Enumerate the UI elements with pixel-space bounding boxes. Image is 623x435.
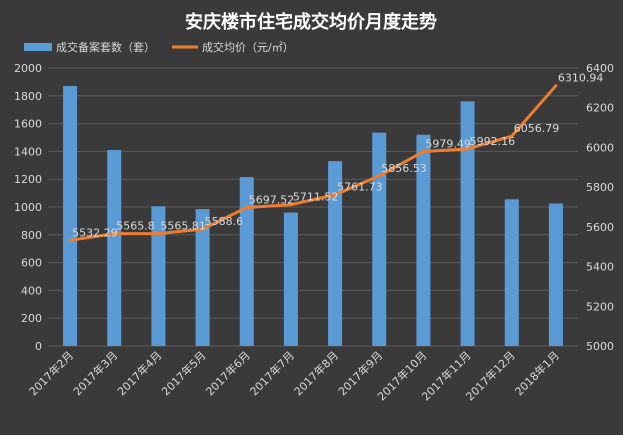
grid-lines — [48, 67, 578, 347]
bar — [195, 209, 210, 346]
legend-bar-swatch — [24, 43, 52, 51]
line-data-label: 5761.73 — [337, 181, 383, 194]
left-tick-label: 1800 — [14, 90, 42, 103]
line-data-label: 5979.49 — [425, 138, 471, 151]
right-tick-label: 6000 — [586, 141, 614, 154]
x-tick-label: 2017年3月 — [70, 348, 120, 398]
x-tick-label: 2017年4月 — [114, 348, 164, 398]
line-point — [510, 134, 514, 138]
right-tick-label: 6400 — [586, 62, 614, 75]
x-tick-label: 2017年6月 — [203, 348, 253, 398]
bar — [372, 132, 387, 346]
line-data-label: 5856.53 — [381, 162, 427, 175]
line-point — [245, 205, 249, 209]
line-point — [156, 232, 160, 236]
right-axis: 5000 5200 5400 5600 5800 6000 6200 6400 — [586, 62, 614, 353]
line-data-label: 5565.81 — [160, 220, 206, 233]
line-series — [68, 84, 558, 242]
price-line — [69, 84, 558, 242]
x-tick-label: 2017年5月 — [159, 348, 209, 398]
line-point — [112, 232, 116, 236]
line-point — [333, 193, 337, 197]
legend: 成交备案套数（套） 成交均价（元/㎡） — [24, 40, 294, 54]
right-tick-label: 5400 — [586, 261, 614, 274]
bar-series — [63, 86, 563, 346]
left-tick-label: 400 — [21, 284, 42, 297]
line-data-label: 5697.52 — [249, 193, 295, 206]
right-tick-label: 5600 — [586, 221, 614, 234]
bar — [239, 177, 254, 346]
bar — [416, 134, 431, 346]
x-tick-label: 2017年8月 — [291, 348, 341, 398]
x-tick-label: 2017年7月 — [247, 348, 297, 398]
line-data-label: 5711.52 — [293, 191, 339, 204]
line-point — [68, 238, 72, 242]
left-tick-label: 1000 — [14, 201, 42, 214]
right-tick-label: 6200 — [586, 102, 614, 115]
bar — [283, 212, 298, 346]
bar — [328, 161, 343, 346]
legend-bar-label: 成交备案套数（套） — [56, 40, 155, 54]
left-tick-label: 1600 — [14, 118, 42, 131]
line-point — [421, 150, 425, 154]
bar — [504, 199, 519, 346]
chart-title: 安庆楼市住宅成交均价月度走势 — [185, 11, 437, 33]
left-axis: 0 200 400 600 800 1000 1200 1400 1600 1800 2000 — [14, 62, 42, 353]
x-tick-label: 2018年1月 — [512, 348, 562, 398]
left-tick-label: 2000 — [14, 62, 42, 75]
line-data-label: 6310.94 — [558, 72, 604, 85]
bar — [460, 101, 475, 346]
right-tick-label: 5200 — [586, 300, 614, 313]
line-point — [377, 174, 381, 178]
x-tick-label: 2017年2月 — [26, 348, 76, 398]
x-axis: 2017年2月2017年3月2017年4月2017年5月2017年6月2017年… — [26, 348, 562, 403]
line-point — [466, 147, 470, 151]
right-tick-label: 5800 — [586, 181, 614, 194]
left-tick-label: 0 — [35, 340, 42, 353]
bar — [107, 150, 122, 346]
left-tick-label: 1200 — [14, 173, 42, 186]
right-tick-label: 5000 — [586, 340, 614, 353]
bar — [151, 206, 166, 346]
line-data-label: 5532.29 — [72, 226, 118, 239]
bar — [548, 203, 563, 346]
left-tick-label: 600 — [21, 257, 42, 270]
line-data-label: 5588.6 — [205, 215, 244, 228]
bar — [63, 86, 78, 346]
line-data-label: 5992.16 — [470, 135, 516, 148]
line-data-label: 5565.8 — [116, 220, 155, 233]
legend-line-label: 成交均价（元/㎡） — [202, 40, 294, 54]
left-tick-label: 200 — [21, 312, 42, 325]
left-tick-label: 1400 — [14, 145, 42, 158]
line-point — [554, 84, 558, 88]
line-point — [201, 227, 205, 231]
line-point — [289, 203, 293, 207]
left-tick-label: 800 — [21, 229, 42, 242]
line-data-label: 6056.79 — [514, 122, 560, 135]
